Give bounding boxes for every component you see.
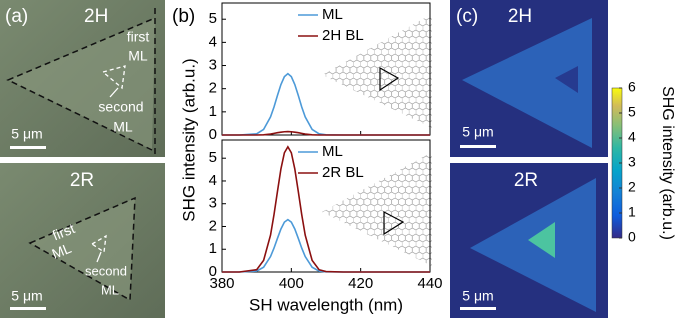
y-axis-label: SHG intensity (arb.u.) [179, 58, 198, 221]
x-tick-label: 400 [279, 275, 304, 292]
series-line [222, 145, 430, 273]
colorbar-tick-label: 2 [628, 179, 636, 195]
y-tick-label: 1 [209, 240, 217, 257]
colorbar-tick-label: 0 [628, 229, 636, 245]
colorbar-tick-label: 4 [628, 129, 636, 145]
y-tick-label: 4 [209, 33, 217, 50]
layer-label: second [85, 263, 127, 278]
x-axis-label: SH wavelength (nm) [249, 295, 403, 314]
scale-label: 5 μm [462, 124, 493, 140]
shg-map-2r: 2R 5 μm [450, 163, 608, 318]
layer-label: ML [128, 48, 148, 64]
stacking-label: 2R [70, 170, 94, 191]
y-tick-label: 2 [209, 80, 217, 97]
x-tick-label: 380 [209, 275, 234, 292]
legend-label: ML [322, 6, 343, 23]
scale-label: 5 μm [11, 288, 42, 304]
lattice-inset [322, 14, 432, 266]
stacking-label: 2H [508, 6, 532, 27]
y-tick-label: 1 [209, 103, 217, 120]
layer-label: ML [113, 119, 133, 135]
legend-label: 2R BL [322, 164, 364, 181]
legend-label: ML [322, 143, 343, 160]
x-tick-label: 440 [417, 275, 442, 292]
micrograph-2h: (a) 2H first ML second ML 5 μm [0, 0, 165, 157]
y-tick-label: 3 [209, 195, 217, 212]
colorbar-tick-label: 6 [628, 79, 636, 95]
y-tick-label: 5 [209, 149, 217, 166]
panel-label: (b) [172, 6, 195, 27]
y-tick-label: 4 [209, 172, 217, 189]
colorbar-tick-label: 3 [628, 154, 636, 170]
y-tick-label: 2 [209, 217, 217, 234]
x-tick-label: 420 [348, 275, 373, 292]
layer-label: first [127, 29, 150, 45]
spectra-chart: 0 1 2 3 4 5 ML 2H BL 0 1 2 3 4 5 380 400 420 440 ML 2R BL SH… [179, 2, 443, 314]
panel-label: (a) [5, 6, 28, 27]
y-tick-label: 3 [209, 56, 217, 73]
y-tick-label: 5 [209, 10, 217, 27]
layer-label: ML [101, 282, 119, 297]
y-tick-label: 0 [209, 126, 217, 143]
colorbar-tick-label: 5 [628, 104, 636, 120]
layer-label: ML [49, 240, 73, 262]
colorbar-tick-label: 1 [628, 204, 636, 220]
scale-label: 5 μm [462, 288, 493, 304]
micrograph-2r: 2R first ML second ML 5 μm [0, 163, 165, 318]
layer-label: second [98, 99, 143, 115]
layer-label: first [50, 220, 77, 243]
stacking-label: 2H [84, 6, 108, 27]
y-tick-label: 0 [209, 263, 217, 280]
colorbar: SHG intensity (arb.u.) 0 1 2 3 4 5 6 [611, 79, 676, 245]
series-line [222, 130, 430, 136]
stacking-label: 2R [514, 170, 538, 191]
colorbar-label: SHG intensity (arb.u.) [659, 86, 676, 240]
legend-label: 2H BL [322, 27, 364, 44]
shg-map-2h: (c) 2H 5 μm [450, 0, 608, 157]
scale-label: 5 μm [11, 126, 42, 142]
panel-label: (c) [456, 6, 478, 27]
